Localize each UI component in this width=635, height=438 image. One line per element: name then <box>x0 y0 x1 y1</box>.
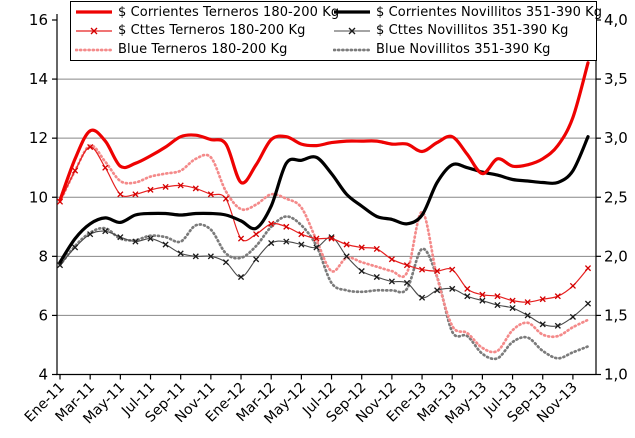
series-blue-terneros-180-200-kg <box>58 144 590 354</box>
left-axis-label: 10 <box>29 188 48 206</box>
right-axis-label: 2,0 <box>604 247 628 265</box>
series--cttes-novillitos-351-390-kg <box>56 228 592 329</box>
legend-line-sample <box>76 10 112 14</box>
right-axis-label: 3,5 <box>604 70 628 88</box>
chart-legend: $ Corrientes Terneros 180-200 Kg $ Cttes … <box>70 1 602 61</box>
right-axis-label: 1,0 <box>604 366 628 384</box>
legend-line-sample <box>76 27 112 35</box>
legend-line-sample <box>334 10 370 14</box>
right-axis-label: 2,5 <box>604 188 628 206</box>
left-axis-label: 14 <box>29 70 48 88</box>
left-axis-label: 8 <box>38 247 48 265</box>
legend-item: $ Cttes Novillitos 351-390 Kg <box>333 23 602 38</box>
legend-label: $ Cttes Terneros 180-200 Kg <box>118 23 306 39</box>
left-axis-label: 16 <box>29 11 48 29</box>
left-axis-label: 6 <box>38 306 48 324</box>
legend-item: $ Corrientes Novillitos 351-390 Kg <box>333 5 602 20</box>
right-axis-label: 1,5 <box>604 306 628 324</box>
legend-label: Blue Terneros 180-200 Kg <box>118 42 288 58</box>
series--corrientes-terneros-180-200-kg <box>58 61 590 202</box>
right-axis-label: 4,0 <box>604 11 628 29</box>
gridlines <box>57 78 596 316</box>
legend-label: Blue Novillitos 351-390 Kg <box>376 42 551 58</box>
legend-label: $ Corrientes Terneros 180-200 Kg <box>118 4 340 20</box>
legend-item: Blue Novillitos 351-390 Kg <box>333 42 602 57</box>
legend-label: $ Corrientes Novillitos 351-390 Kg <box>376 4 603 20</box>
legend-line-sample <box>334 27 370 35</box>
series--cttes-terneros-180-200-kg <box>56 143 592 306</box>
legend-item: $ Corrientes Terneros 180-200 Kg <box>75 5 339 20</box>
left-axis-label: 4 <box>38 366 48 384</box>
legend-item: Blue Terneros 180-200 Kg <box>75 42 333 57</box>
legend-label: $ Cttes Novillitos 351-390 Kg <box>376 23 569 39</box>
legend-line-sample <box>333 48 371 52</box>
legend-item: $ Cttes Terneros 180-200 Kg <box>75 23 333 38</box>
series--corrientes-novillitos-351-390-kg <box>58 135 590 264</box>
right-axis-label: 3,0 <box>604 129 628 147</box>
axes <box>52 14 601 380</box>
series-blue-novillitos-351-390-kg <box>58 215 590 361</box>
left-axis-label: 12 <box>29 129 48 147</box>
legend-line-sample <box>75 48 113 52</box>
